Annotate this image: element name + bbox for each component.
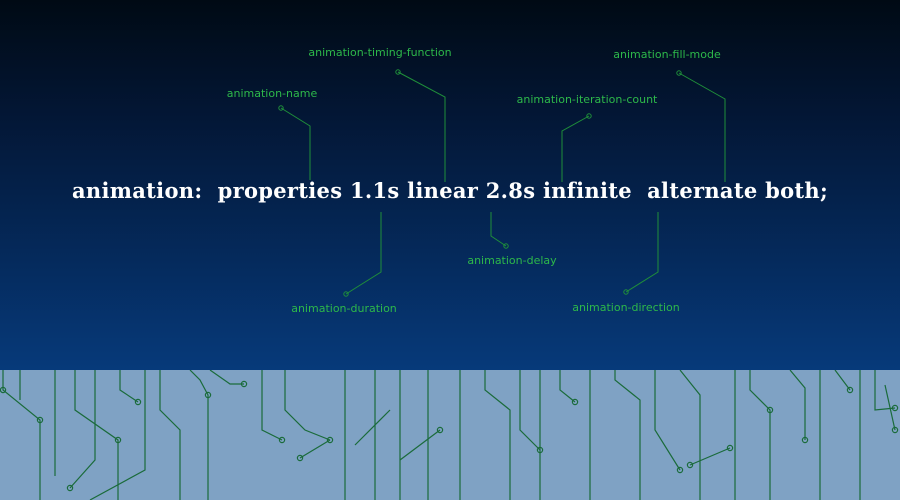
animation-shorthand-code: animation: properties 1.1s linear 2.8s i…: [72, 178, 828, 203]
circuit-node: [676, 466, 684, 474]
circuit-trace: [209, 370, 244, 385]
circuit-node: [36, 416, 44, 424]
circuit-node: [326, 436, 334, 444]
label-animation-name: animation-name: [226, 87, 318, 100]
circuit-node: [801, 436, 809, 444]
circuit-trace: [354, 409, 391, 446]
label-animation-iteration-count: animation-iteration-count: [516, 93, 658, 106]
label-animation-fill-mode: animation-fill-mode: [613, 48, 721, 61]
circuit-trace: [654, 370, 681, 471]
callout-lines: [278, 69, 726, 297]
circuit-node: [891, 404, 899, 412]
circuit-node: [766, 406, 774, 414]
circuit-panel-background: [0, 370, 900, 500]
circuit-trace: [89, 370, 146, 500]
circuit-node: [686, 461, 694, 469]
circuit-node: [0, 386, 7, 394]
circuit-trace: [189, 370, 209, 500]
circuit-trace: [399, 429, 441, 461]
circuit-trace: [299, 439, 331, 459]
circuit-node: [536, 446, 544, 454]
circuit-node: [240, 380, 248, 388]
circuit-trace: [559, 370, 576, 403]
circuit-node: [296, 454, 304, 462]
circuit-trace: [119, 370, 139, 403]
circuit-trace: [519, 370, 541, 451]
circuit-trace: [614, 370, 641, 500]
circuit-trace: [874, 370, 896, 411]
circuit-trace: [679, 370, 701, 500]
callout-connector-direction: [623, 212, 659, 295]
circuit-trace: [484, 370, 511, 500]
circuit-trace: [789, 370, 806, 440]
circuit-trace: [284, 370, 331, 441]
circuit-node: [726, 444, 734, 452]
circuit-trace: [69, 370, 96, 489]
circuit-node: [891, 426, 899, 434]
callout-connector-delay: [490, 212, 509, 249]
circuit-trace: [689, 447, 731, 466]
circuit-trace: [834, 370, 851, 391]
circuit-node: [134, 398, 142, 406]
circuit-node: [436, 426, 444, 434]
callout-connector-name: [278, 105, 311, 180]
circuit-node: [66, 484, 74, 492]
label-animation-duration: animation-duration: [291, 302, 397, 315]
circuit-node: [204, 391, 212, 399]
circuit-trace: [261, 370, 283, 441]
circuit-node: [278, 436, 286, 444]
circuit-traces-decoration: [0, 370, 899, 500]
circuit-node: [114, 436, 122, 444]
circuit-node: [571, 398, 579, 406]
circuit-node: [846, 386, 854, 394]
callout-connector-timing-function: [395, 69, 446, 182]
callout-connector-fill-mode: [676, 70, 726, 182]
circuit-trace: [74, 370, 119, 500]
dark-gradient-background: [0, 0, 900, 370]
circuit-trace: [2, 370, 41, 500]
callout-connector-duration: [343, 212, 382, 297]
circuit-trace: [884, 384, 896, 431]
circuit-trace: [749, 370, 771, 500]
label-animation-delay: animation-delay: [467, 254, 557, 267]
label-animation-timing-function: animation-timing-function: [308, 46, 452, 59]
circuit-trace: [159, 370, 181, 500]
label-animation-direction: animation-direction: [572, 301, 680, 314]
callout-connector-iteration-count: [561, 113, 592, 182]
